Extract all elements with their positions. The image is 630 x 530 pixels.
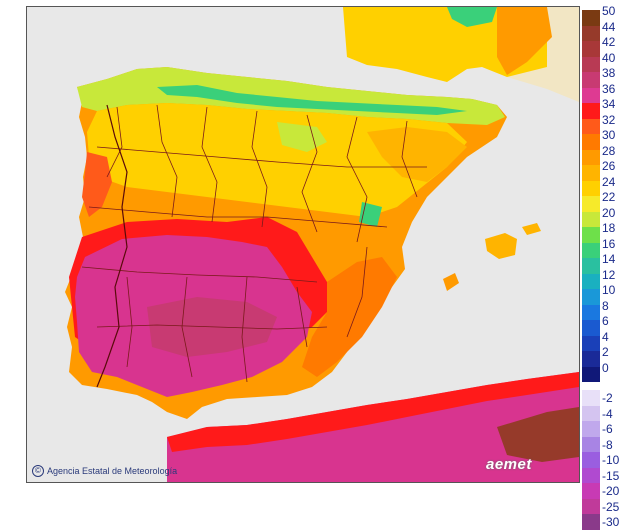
legend-swatch xyxy=(582,56,600,72)
legend-label-negative: -2 xyxy=(602,391,613,405)
portugal-spain-border xyxy=(96,104,128,388)
aemet-credit: © Agencia Estatal de Meteorología xyxy=(32,465,177,477)
legend-label: 30 xyxy=(602,128,616,142)
credit-text: Agencia Estatal de Meteorología xyxy=(47,466,178,476)
copyright-icon: © xyxy=(32,465,44,477)
pyrenees-cold-peaks xyxy=(447,7,497,27)
legend-swatch xyxy=(582,304,600,320)
legend-label: 40 xyxy=(602,50,616,65)
province-borders xyxy=(81,104,427,383)
legend-label-negative: -20 xyxy=(602,484,620,498)
iberian-system-cool xyxy=(277,122,327,152)
legend-swatch xyxy=(582,149,600,165)
legend-swatch xyxy=(582,180,600,196)
legend-swatch xyxy=(582,242,600,258)
legend-label: 14 xyxy=(602,252,616,266)
menorca xyxy=(522,223,541,235)
legend-swatch xyxy=(582,366,600,382)
legend-swatch xyxy=(582,134,600,150)
legend-swatch-negative xyxy=(582,498,600,514)
legend-label-negative: -6 xyxy=(602,422,613,436)
legend-label-negative: -4 xyxy=(602,406,613,421)
legend-label: 50 xyxy=(602,4,616,18)
legend-label: 28 xyxy=(602,143,616,158)
legend-swatch xyxy=(582,335,600,351)
legend-swatch-negative xyxy=(582,390,600,406)
ebro-valley-hot xyxy=(367,127,467,182)
legend-label-negative: -15 xyxy=(602,468,620,483)
legend-label-negative: -25 xyxy=(602,499,620,514)
legend-swatch-negative xyxy=(582,421,600,437)
legend-swatch-negative xyxy=(582,467,600,483)
legend-swatch xyxy=(582,118,600,134)
legend-swatch-negative xyxy=(582,405,600,421)
temperature-legend: 50 44 42 40 38 36 34 32 30 28 26 24 22 20 18 16 14 12 10 8 6… xyxy=(582,5,628,530)
legend-swatch xyxy=(582,211,600,227)
legend-label: 34 xyxy=(602,97,616,111)
southeast-coast-warm xyxy=(302,257,397,377)
legend-label: 0 xyxy=(602,360,609,375)
legend-label: 26 xyxy=(602,159,616,173)
legend-swatch xyxy=(582,41,600,57)
legend-label: 22 xyxy=(602,190,616,204)
legend-label: 8 xyxy=(602,298,609,313)
legend-label: 2 xyxy=(602,345,609,359)
france-hot-zone xyxy=(497,7,552,75)
legend-swatch xyxy=(582,289,600,305)
legend-label: 32 xyxy=(602,112,616,127)
legend-label: 20 xyxy=(602,205,616,220)
legend-swatch xyxy=(582,165,600,181)
legend-swatch xyxy=(582,258,600,274)
legend-label: 44 xyxy=(602,19,616,34)
ibiza xyxy=(443,273,459,291)
legend-label: 42 xyxy=(602,35,616,49)
legend-label-negative: -8 xyxy=(602,437,613,452)
temperature-map xyxy=(26,6,580,483)
legend-swatch xyxy=(582,351,600,367)
france-warm-zone xyxy=(343,7,547,82)
legend-swatch xyxy=(582,273,600,289)
legend-swatch xyxy=(582,72,600,88)
legend-swatch xyxy=(582,227,600,243)
galicia-hot-coast xyxy=(82,152,112,217)
legend-swatch-negative xyxy=(582,514,600,530)
legend-swatch xyxy=(582,103,600,119)
atlas-mountains-extreme xyxy=(497,407,579,462)
legend-label: 12 xyxy=(602,267,616,282)
legend-label: 6 xyxy=(602,314,609,328)
map-canvas xyxy=(65,7,579,482)
legend-label: 36 xyxy=(602,81,616,96)
legend-swatch xyxy=(582,10,600,26)
legend-label: 38 xyxy=(602,66,616,80)
legend-label-negative: -10 xyxy=(602,453,620,467)
cantabrian-mountains xyxy=(157,85,467,115)
legend-label-negative: -30 xyxy=(602,515,620,529)
north-africa-hot-strip xyxy=(167,372,579,452)
aemet-logo: aemet xyxy=(486,456,532,473)
legend-label: 16 xyxy=(602,236,616,251)
mallorca xyxy=(485,233,517,259)
legend-swatch xyxy=(582,320,600,336)
legend-swatch xyxy=(582,87,600,103)
legend-label: 10 xyxy=(602,283,616,297)
legend-swatch-negative xyxy=(582,436,600,452)
legend-label: 24 xyxy=(602,174,616,189)
legend-swatch xyxy=(582,25,600,41)
legend-swatch-negative xyxy=(582,483,600,499)
legend-label: 18 xyxy=(602,221,616,235)
legend-swatch-negative xyxy=(582,452,600,468)
legend-swatch xyxy=(582,196,600,212)
legend-label: 4 xyxy=(602,329,609,344)
